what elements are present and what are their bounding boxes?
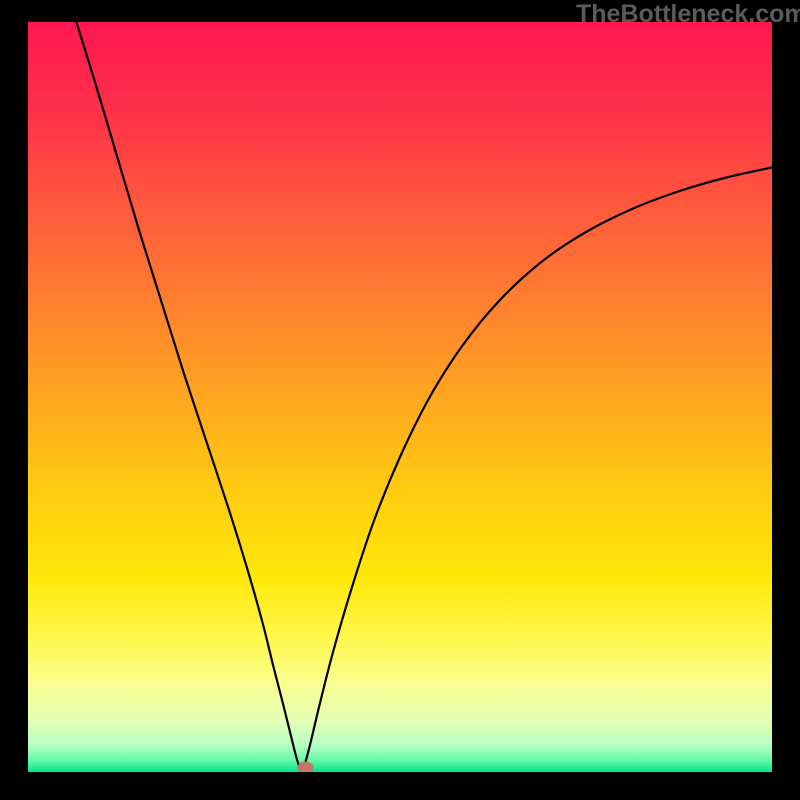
- plot-area: [28, 22, 772, 772]
- frame-border-right: [772, 0, 800, 800]
- frame-border-left: [0, 0, 28, 800]
- plot-svg: [28, 22, 772, 772]
- frame-border-bottom: [0, 772, 800, 800]
- watermark-text: TheBottleneck.com: [576, 0, 800, 29]
- gradient-background: [28, 22, 772, 772]
